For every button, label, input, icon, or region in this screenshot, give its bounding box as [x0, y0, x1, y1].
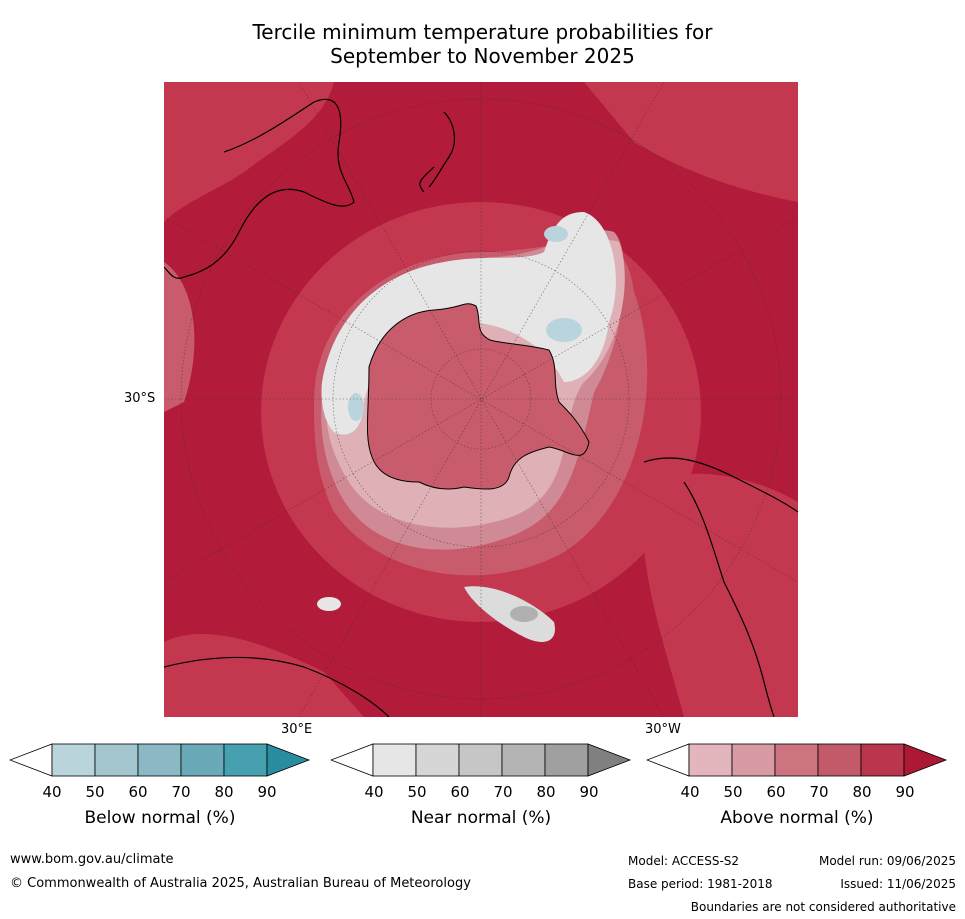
colorbar-low-extension — [9, 743, 53, 777]
colorbar-below-label: Below normal (%) — [84, 808, 236, 828]
tick-below-40: 40 — [42, 783, 62, 801]
colorbar-segment-0 — [688, 743, 733, 777]
africa-coast — [164, 656, 390, 717]
tick-near-60: 60 — [450, 783, 470, 801]
below-patch-3 — [348, 393, 364, 421]
south-america-coast — [643, 457, 798, 717]
patch-sw — [164, 633, 364, 717]
near-patch-sw — [317, 597, 341, 611]
below-patch-2 — [546, 318, 582, 342]
colorbar-segment-2 — [458, 743, 503, 777]
colorbar-above — [646, 740, 948, 780]
colorbar-segment-1 — [731, 743, 776, 777]
lon-label-30w: 30°W — [645, 722, 681, 737]
map-svg — [164, 82, 798, 717]
near-patch-south — [464, 586, 555, 642]
patch-w — [164, 262, 195, 412]
colorbar-below — [9, 740, 311, 780]
tick-near-70: 70 — [493, 783, 513, 801]
map-title: Tercile minimum temperature probabilitie… — [0, 20, 965, 68]
colorbar-high-extension — [587, 743, 632, 777]
colorbar-low-extension — [330, 743, 374, 777]
patch-ne — [584, 82, 798, 202]
title-line-2: September to November 2025 — [330, 44, 635, 68]
polar-probability-map — [164, 82, 798, 717]
colorbar-high-extension — [903, 743, 948, 777]
tick-above-70: 70 — [809, 783, 829, 801]
below-patch-1 — [544, 226, 568, 242]
tick-below-70: 70 — [171, 783, 191, 801]
colorbar-segment-1 — [94, 743, 139, 777]
colorbar-above-svg — [646, 743, 948, 777]
new-zealand-coast — [419, 111, 456, 193]
tick-near-80: 80 — [536, 783, 556, 801]
footer-model-run: Model run: 09/06/2025 — [818, 854, 956, 868]
colorbar-below-svg — [9, 743, 311, 777]
tick-above-40: 40 — [680, 783, 700, 801]
footer-model: Model: ACCESS-S2 — [628, 854, 740, 868]
colorbar-segment-3 — [817, 743, 862, 777]
tick-near-90: 90 — [579, 783, 599, 801]
graticule — [164, 82, 798, 717]
colorbar-segment-2 — [774, 743, 819, 777]
tick-above-80: 80 — [852, 783, 872, 801]
colorbar-segment-1 — [415, 743, 460, 777]
tick-below-80: 80 — [214, 783, 234, 801]
lon-label-30e: 30°E — [281, 722, 313, 737]
colorbar-near — [330, 740, 632, 780]
footer-website: www.bom.gov.au/climate — [10, 852, 174, 867]
footer-copyright: © Commonwealth of Australia 2025, Austra… — [10, 876, 471, 891]
tick-below-90: 90 — [257, 783, 277, 801]
colorbar-segment-3 — [501, 743, 546, 777]
australia-coast — [164, 98, 355, 279]
tick-above-90: 90 — [895, 783, 915, 801]
colorbar-segment-2 — [137, 743, 182, 777]
colorbar-segment-4 — [223, 743, 268, 777]
near-normal-ring — [321, 212, 616, 435]
colorbar-segment-0 — [51, 743, 96, 777]
tick-near-50: 50 — [407, 783, 427, 801]
tick-above-50: 50 — [723, 783, 743, 801]
colorbar-high-extension — [266, 743, 311, 777]
footer-issued: Issued: 11/06/2025 — [840, 877, 956, 891]
colorbar-segment-0 — [372, 743, 417, 777]
tick-below-60: 60 — [128, 783, 148, 801]
lat-label-30s: 30°S — [124, 391, 156, 406]
patch-se — [642, 473, 798, 717]
colorbar-segment-4 — [860, 743, 905, 777]
tick-above-60: 60 — [766, 783, 786, 801]
colorbar-near-svg — [330, 743, 632, 777]
colorbar-near-label: Near normal (%) — [410, 808, 552, 828]
tick-below-50: 50 — [85, 783, 105, 801]
near-dark-patch — [510, 606, 538, 622]
colorbar-segment-3 — [180, 743, 225, 777]
footer-base-period: Base period: 1981-2018 — [628, 877, 773, 891]
colorbar-low-extension — [646, 743, 690, 777]
title-line-1: Tercile minimum temperature probabilitie… — [252, 20, 713, 44]
colorbar-segment-4 — [544, 743, 589, 777]
colorbar-above-label: Above normal (%) — [720, 808, 874, 828]
antarctica-outline — [366, 303, 590, 490]
footer-disclaimer: Boundaries are not considered authoritat… — [690, 900, 956, 914]
tick-near-40: 40 — [364, 783, 384, 801]
